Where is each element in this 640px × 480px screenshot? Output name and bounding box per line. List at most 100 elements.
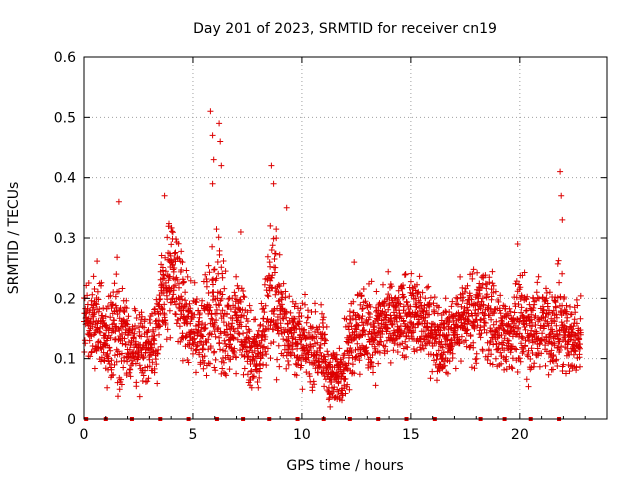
data-point [252,316,259,323]
data-point [251,357,258,364]
data-point [183,267,190,274]
data-point [182,297,189,304]
data-point [141,324,148,331]
data-point [275,342,282,349]
data-point [132,350,139,357]
data-point [384,348,391,355]
data-point [477,334,484,341]
data-point [216,251,223,258]
data-point [427,375,434,382]
data-point [296,318,303,325]
data-point [172,282,179,289]
data-point [138,333,145,340]
data-point [535,273,542,280]
data-point [221,337,228,344]
peak-point [209,132,216,139]
data-point [96,328,103,335]
data-point [291,315,298,322]
data-point [264,276,271,283]
data-point [146,352,153,359]
data-point [193,369,199,376]
data-point [457,273,464,280]
data-point [548,347,555,354]
data-point [383,337,390,344]
data-point [257,321,264,328]
data-point [212,333,219,340]
data-point [363,344,370,351]
data-point [205,336,212,343]
data-point [179,296,186,303]
data-point [167,334,174,341]
data-point [306,347,313,354]
data-point [503,358,510,365]
data-point [572,309,579,316]
data-point [402,271,409,278]
data-point [169,228,175,235]
data-point [209,243,216,250]
data-point [464,326,471,333]
data-point [543,295,550,302]
data-point [430,300,437,307]
data-point [188,345,195,352]
data-point [298,362,305,369]
data-point [222,348,229,355]
data-point [501,366,508,373]
data-point [265,293,272,300]
data-point [149,344,155,351]
data-point [176,280,182,287]
data-point [220,319,227,326]
data-point [159,281,165,288]
data-point [497,349,504,356]
data-point [319,310,325,317]
data-point [404,344,411,351]
data-point [400,293,407,300]
data-point [104,335,111,342]
data-point [528,345,535,352]
data-point [435,304,442,311]
data-point [478,316,484,323]
data-point [356,334,363,341]
data-point [479,295,486,302]
data-point [175,240,182,247]
data-point [205,262,212,269]
data-point [362,298,369,305]
data-point [476,290,483,297]
data-point [492,355,499,362]
data-point [140,354,147,360]
data-point [89,291,96,298]
data-point [347,345,354,351]
data-point [352,325,359,332]
data-point [498,360,505,367]
data-point [356,371,363,378]
data-point [320,370,327,377]
data-point [127,342,134,349]
data-point [464,282,471,289]
data-point [261,344,267,351]
data-point [481,319,488,326]
data-point [192,347,199,354]
data-point [194,342,201,349]
data-point [454,295,461,302]
y-tick-label: 0.5 [54,110,76,126]
data-point [536,363,543,370]
data-point [417,299,423,306]
data-point [229,315,236,322]
data-point [354,340,361,347]
data-point [231,289,238,296]
y-tick-label: 0 [67,412,76,428]
data-point [495,340,502,347]
data-point [264,345,271,352]
data-point [108,366,115,373]
data-point [120,307,127,314]
data-point [370,369,376,376]
peak-point [558,192,565,199]
data-point [190,350,196,357]
data-point [517,284,524,291]
data-point [110,371,117,378]
data-point [214,259,221,265]
data-point [128,329,135,336]
data-point [404,299,410,306]
data-point [371,337,378,343]
data-point [236,331,243,338]
data-point [254,345,261,352]
